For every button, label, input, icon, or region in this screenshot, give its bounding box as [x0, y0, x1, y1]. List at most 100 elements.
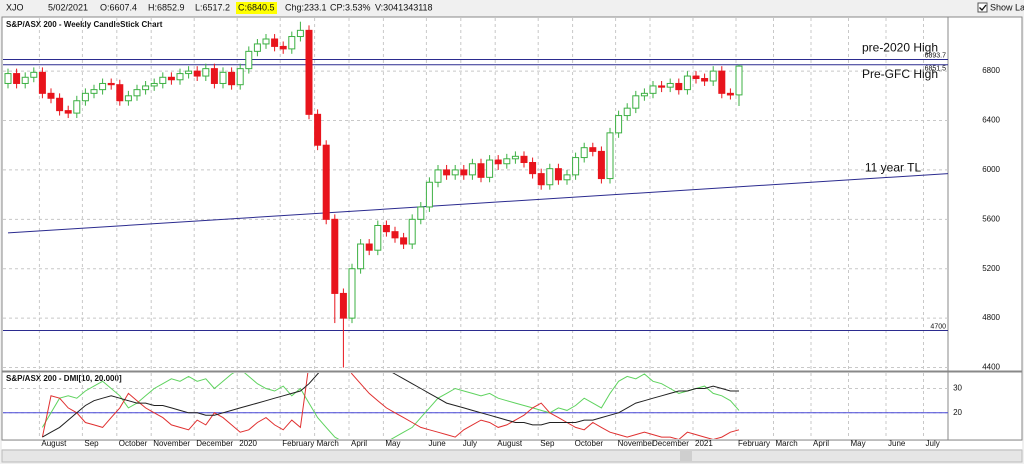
x-tick-label: October — [119, 439, 148, 448]
candle-body — [202, 68, 210, 77]
y-tick-label: 5600 — [982, 214, 1000, 223]
candle-body — [331, 218, 339, 294]
candle-body — [632, 95, 640, 109]
dmi-line — [42, 373, 739, 438]
x-tick-label: April — [813, 439, 829, 448]
candle-body — [133, 89, 141, 97]
candle-body — [90, 89, 98, 94]
scroll-thumb[interactable] — [680, 451, 692, 461]
candle-body — [726, 92, 734, 96]
x-tick-label: October — [575, 439, 604, 448]
check — [979, 4, 987, 11]
close: C:6840.5 — [238, 2, 275, 12]
candle-body — [443, 169, 451, 176]
candle-body — [159, 76, 167, 84]
candle-body — [38, 71, 46, 94]
x-tick-label: August — [497, 439, 523, 448]
x-tick-label: March — [776, 439, 798, 448]
y-tick-label: 6400 — [982, 116, 1000, 125]
y-tick-label: 5200 — [982, 264, 1000, 273]
x-tick-label: April — [351, 439, 367, 448]
y-tick-label: 4800 — [982, 313, 1000, 322]
candle-body — [554, 168, 562, 181]
y-tick-label: 4400 — [982, 363, 1000, 372]
x-tick-label: February — [282, 439, 314, 448]
candle-body — [537, 173, 545, 186]
candle-body — [606, 132, 614, 180]
y-tick-label: 30 — [953, 384, 962, 393]
level-label: 6893.7 — [925, 52, 947, 59]
level-label: 6851.5 — [925, 66, 947, 73]
candle-body — [13, 73, 21, 84]
x-tick-label: May — [851, 439, 866, 448]
candle-body — [176, 73, 184, 81]
candle-body — [391, 231, 399, 239]
x-tick-label: November — [618, 439, 655, 448]
candle-body — [597, 150, 605, 180]
annotation: 11 year TL — [865, 160, 922, 174]
candle-body — [511, 155, 519, 160]
candle-body — [107, 82, 115, 86]
candle-body — [451, 169, 459, 176]
candle-body — [185, 70, 193, 75]
candle-body — [382, 224, 390, 233]
candle-body — [580, 147, 588, 159]
dmi-title: S&P/ASX 200 - DMI[10, 20.000] — [6, 374, 122, 383]
candle-body — [417, 206, 425, 220]
candle-body — [210, 68, 218, 84]
candle-body — [271, 38, 279, 47]
main-panel — [1, 16, 1023, 372]
candle-body — [709, 70, 717, 82]
change-pct: CP:3.53% — [330, 2, 371, 12]
x-tick-label: March — [317, 439, 339, 448]
x-tick-label: Sep — [84, 439, 99, 448]
candle-body — [374, 224, 382, 251]
candle-body — [666, 82, 674, 88]
scrollbar[interactable] — [1, 449, 1023, 463]
x-axis-band — [2, 441, 1022, 449]
candle-body — [279, 45, 287, 50]
candle-body — [589, 147, 597, 152]
low: L:6517.2 — [195, 2, 230, 12]
candle-body — [434, 169, 442, 183]
y-tick-label: 6000 — [982, 165, 1000, 174]
candle-body — [494, 159, 502, 165]
candle-body — [520, 155, 528, 164]
candle-body — [692, 75, 700, 80]
level-label: 4700 — [930, 323, 946, 330]
candle-body — [718, 70, 726, 94]
candle-body — [365, 243, 373, 251]
candle-body — [683, 75, 691, 91]
candle-body — [116, 84, 124, 102]
candle-body — [193, 70, 201, 77]
x-tick-label: May — [385, 439, 400, 448]
show-last-checkbox[interactable] — [977, 2, 988, 13]
candle-body — [305, 29, 313, 115]
candle-body — [47, 92, 55, 99]
candle-body — [460, 169, 468, 176]
show-last-label[interactable]: Show Last — [990, 2, 1024, 12]
high: H:6852.9 — [148, 2, 185, 12]
candle-body — [288, 36, 296, 50]
y-tick-label: 20 — [953, 408, 962, 417]
candle-body — [219, 71, 227, 84]
candle-body — [563, 174, 571, 181]
candle-body — [253, 43, 261, 52]
x-tick-label: December — [652, 439, 689, 448]
main-title: S&P/ASX 200 - Weekly CandleStick Chart — [6, 20, 163, 29]
candle-body — [486, 159, 494, 178]
candle-body — [124, 95, 132, 102]
candle-body — [322, 144, 330, 220]
symbol: XJO — [6, 2, 24, 12]
candle-body — [339, 292, 347, 319]
candle-body — [73, 100, 81, 114]
dmi-line — [41, 373, 740, 439]
candle-body — [228, 71, 236, 86]
candle-body — [615, 115, 623, 134]
candle-body — [81, 92, 89, 102]
dmi-line — [41, 373, 740, 439]
candle-body — [623, 107, 631, 117]
candle-body — [408, 218, 416, 245]
close-highlight — [236, 2, 277, 14]
candle-body — [357, 243, 365, 270]
